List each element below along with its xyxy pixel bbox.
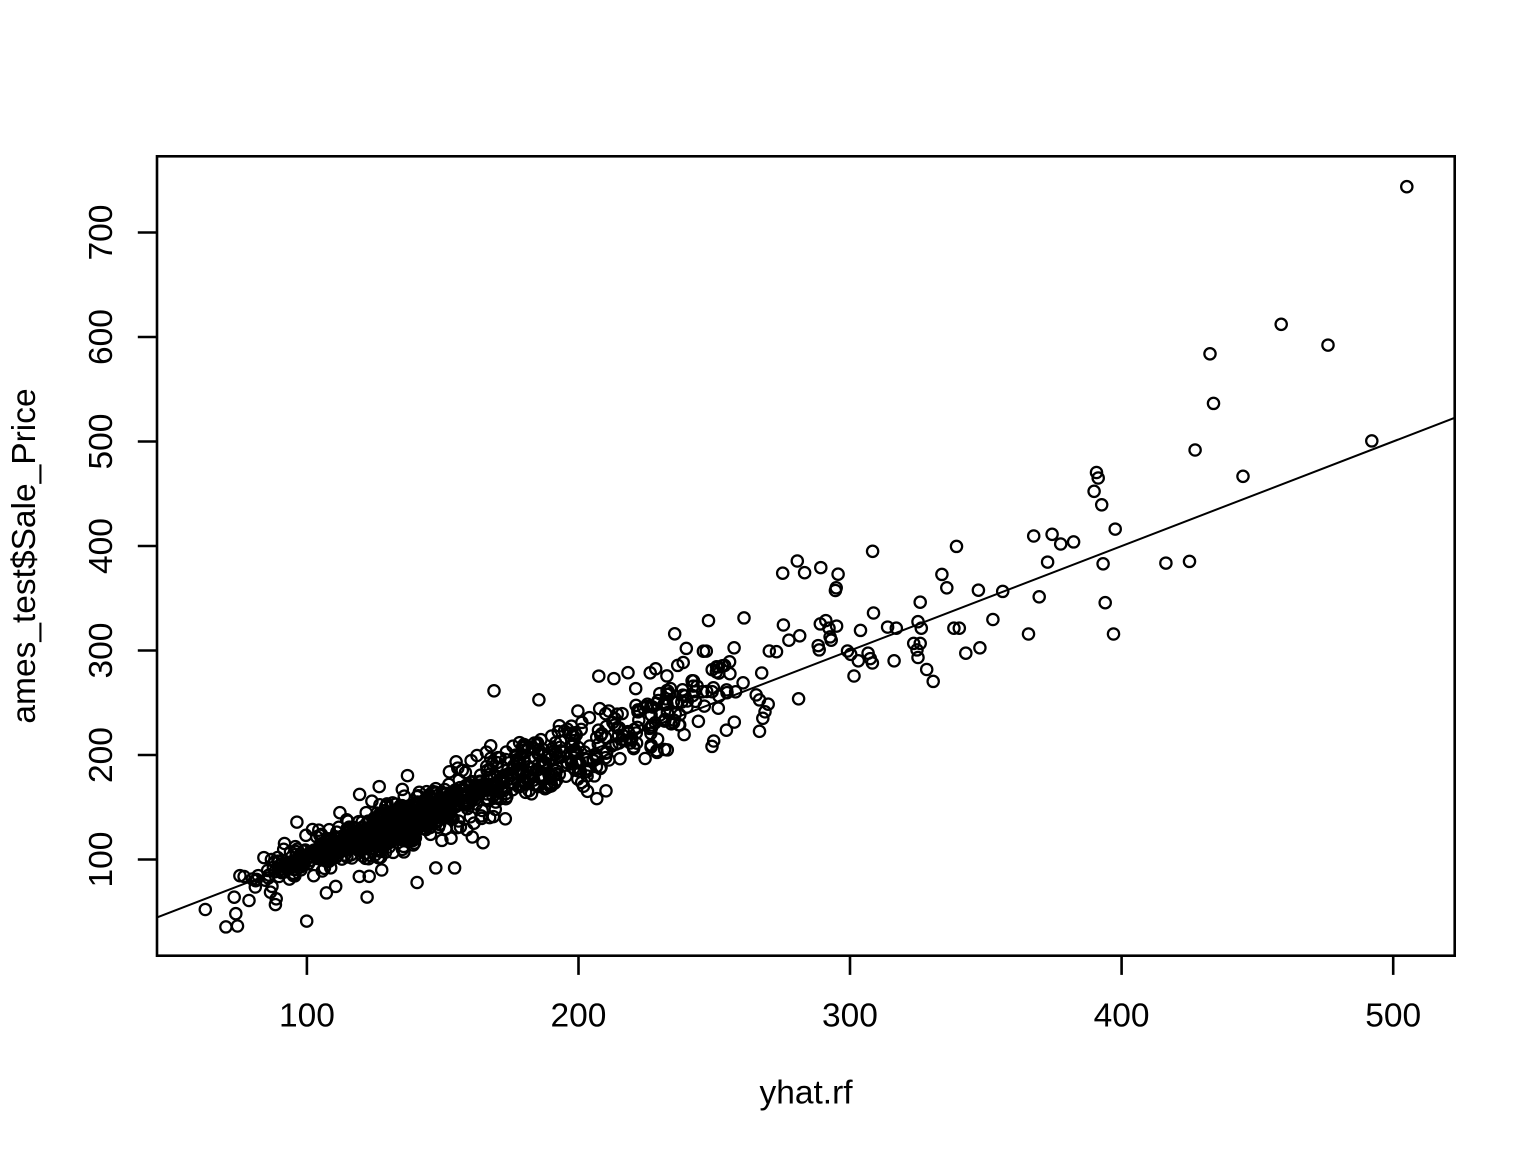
svg-text:100: 100 <box>83 832 120 888</box>
svg-text:100: 100 <box>279 998 335 1035</box>
svg-text:200: 200 <box>83 727 120 783</box>
svg-text:600: 600 <box>83 309 120 365</box>
svg-text:yhat.rf: yhat.rf <box>759 1075 853 1112</box>
svg-text:700: 700 <box>83 205 120 261</box>
svg-text:300: 300 <box>822 998 878 1035</box>
svg-text:ames_test$Sale_Price: ames_test$Sale_Price <box>6 388 43 723</box>
svg-text:400: 400 <box>83 518 120 574</box>
svg-text:500: 500 <box>83 414 120 470</box>
svg-text:500: 500 <box>1365 998 1421 1035</box>
svg-text:200: 200 <box>551 998 607 1035</box>
svg-text:300: 300 <box>83 623 120 679</box>
svg-text:400: 400 <box>1094 998 1150 1035</box>
